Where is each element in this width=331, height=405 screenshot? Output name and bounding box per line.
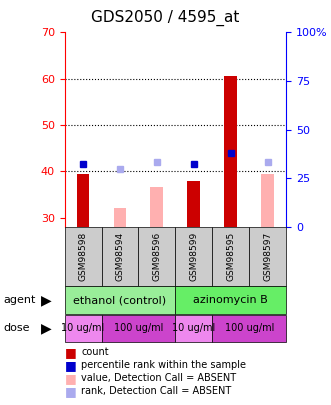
Text: 10 ug/ml: 10 ug/ml (172, 324, 215, 333)
Bar (224, 77, 237, 227)
FancyBboxPatch shape (175, 315, 213, 342)
Bar (261, 174, 274, 227)
FancyBboxPatch shape (65, 286, 175, 314)
Text: percentile rank within the sample: percentile rank within the sample (81, 360, 246, 370)
Bar (76, 174, 89, 227)
Text: GDS2050 / 4595_at: GDS2050 / 4595_at (91, 10, 240, 26)
Text: GSM98596: GSM98596 (153, 232, 162, 281)
Text: GSM98597: GSM98597 (263, 232, 272, 281)
Text: 100 ug/ml: 100 ug/ml (225, 324, 274, 333)
FancyBboxPatch shape (213, 315, 286, 342)
Text: agent: agent (3, 295, 36, 305)
FancyBboxPatch shape (249, 227, 286, 286)
FancyBboxPatch shape (65, 315, 102, 342)
FancyBboxPatch shape (175, 227, 213, 286)
Bar (114, 208, 126, 227)
Text: GSM98595: GSM98595 (226, 232, 235, 281)
Text: value, Detection Call = ABSENT: value, Detection Call = ABSENT (81, 373, 236, 383)
Text: 10 ug/ml: 10 ug/ml (62, 324, 105, 333)
Text: rank, Detection Call = ABSENT: rank, Detection Call = ABSENT (81, 386, 231, 396)
FancyBboxPatch shape (175, 286, 286, 314)
Text: ▶: ▶ (41, 293, 52, 307)
FancyBboxPatch shape (102, 227, 138, 286)
Text: 100 ug/ml: 100 ug/ml (114, 324, 163, 333)
Text: ■: ■ (65, 359, 76, 372)
Text: GSM98598: GSM98598 (78, 232, 87, 281)
Bar (187, 181, 200, 227)
Text: ethanol (control): ethanol (control) (73, 295, 166, 305)
Bar (151, 188, 164, 227)
Text: ■: ■ (65, 385, 76, 398)
Text: count: count (81, 347, 109, 357)
FancyBboxPatch shape (65, 227, 102, 286)
Text: ■: ■ (65, 372, 76, 385)
FancyBboxPatch shape (102, 315, 175, 342)
FancyBboxPatch shape (213, 227, 249, 286)
Text: azinomycin B: azinomycin B (194, 295, 268, 305)
Text: dose: dose (3, 324, 30, 333)
Text: ■: ■ (65, 346, 76, 359)
Text: ▶: ▶ (41, 322, 52, 335)
FancyBboxPatch shape (138, 227, 175, 286)
Text: GSM98599: GSM98599 (189, 232, 198, 281)
Text: GSM98594: GSM98594 (116, 232, 124, 281)
